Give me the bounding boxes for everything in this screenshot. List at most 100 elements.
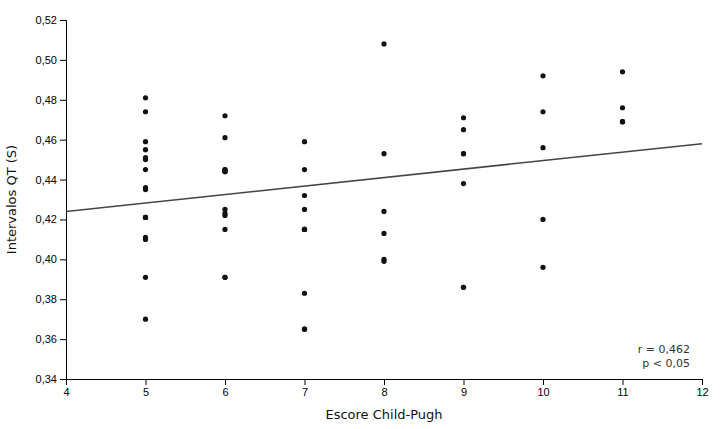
tick-mark — [623, 379, 624, 385]
tick-mark — [60, 140, 66, 141]
point — [143, 147, 148, 152]
annotation: r = 0,462p < 0,05 — [638, 343, 690, 370]
tick-mark — [60, 100, 66, 101]
marks — [66, 41, 702, 331]
point — [143, 275, 148, 280]
tick-label: 0,42 — [36, 213, 57, 225]
point — [540, 73, 545, 78]
point — [381, 259, 386, 264]
point — [222, 275, 227, 280]
point — [302, 327, 307, 332]
point — [143, 215, 148, 220]
annotation-line: p < 0,05 — [642, 357, 690, 370]
point — [620, 105, 625, 110]
point — [143, 139, 148, 144]
tick-label: 12 — [696, 386, 708, 398]
tick-label: 0,34 — [36, 373, 57, 385]
point — [461, 127, 466, 132]
tick-label: 0,44 — [36, 174, 57, 186]
tick-label: 10 — [537, 386, 549, 398]
tick: 0,38 — [36, 293, 66, 305]
point — [540, 109, 545, 114]
tick-label: 5 — [143, 386, 149, 398]
tick-mark — [60, 299, 66, 300]
y-axis-title: Intervalos QT (S) — [4, 145, 19, 254]
point — [461, 285, 466, 290]
annotation-line: r = 0,462 — [638, 343, 690, 356]
tick-mark — [60, 60, 66, 61]
tick-mark — [60, 219, 66, 220]
point — [143, 317, 148, 322]
point — [143, 215, 148, 220]
tick-label: 0,36 — [36, 333, 57, 345]
tick: 10 — [537, 379, 549, 398]
point — [381, 231, 386, 236]
axis-line — [67, 380, 703, 386]
point — [302, 139, 307, 144]
tick-label: 0,46 — [36, 134, 57, 146]
x-axis-title: Escore Child-Pugh — [325, 407, 442, 422]
tick-label: 9 — [461, 386, 467, 398]
point — [461, 151, 466, 156]
chart: 4567891011120,340,360,380,400,420,440,46… — [0, 0, 726, 429]
plot: 4567891011120,340,360,380,400,420,440,46… — [36, 14, 709, 398]
tick: 0,42 — [36, 213, 66, 225]
tick-mark — [146, 379, 147, 385]
point — [302, 327, 307, 332]
tick: 0,44 — [36, 174, 66, 186]
tick-mark — [60, 259, 66, 260]
point — [222, 169, 227, 174]
y-axis: 0,340,360,380,400,420,440,460,480,500,52 — [36, 14, 67, 385]
point — [143, 95, 148, 100]
tick-mark — [464, 379, 465, 385]
tick: 0,40 — [36, 253, 66, 265]
tick-label: 0,52 — [36, 14, 57, 26]
tick: 6 — [222, 379, 228, 398]
tick-mark — [384, 379, 385, 385]
point — [222, 169, 227, 174]
point — [222, 213, 227, 218]
point — [143, 187, 148, 192]
tick: 9 — [461, 379, 467, 398]
tick-mark — [60, 339, 66, 340]
point — [143, 237, 148, 242]
tick-label: 0,38 — [36, 293, 57, 305]
tick: 4 — [63, 379, 69, 398]
tick-label: 0,40 — [36, 253, 57, 265]
point — [302, 193, 307, 198]
point — [620, 69, 625, 74]
point — [540, 265, 545, 270]
tick-mark — [543, 379, 544, 385]
tick-label: 6 — [222, 386, 228, 398]
tick-mark — [225, 379, 226, 385]
point — [461, 151, 466, 156]
point — [381, 41, 386, 46]
point — [620, 119, 625, 124]
tick-label: 11 — [617, 386, 628, 398]
point — [302, 227, 307, 232]
point — [143, 157, 148, 162]
point — [222, 169, 227, 174]
point — [143, 167, 148, 172]
point — [381, 151, 386, 156]
regression-line — [66, 144, 702, 212]
point — [222, 135, 227, 140]
point — [540, 217, 545, 222]
tick-mark — [60, 379, 66, 380]
tick: 0,52 — [36, 14, 66, 26]
tick-mark — [60, 180, 66, 181]
axis-line — [60, 21, 67, 380]
tick: 0,50 — [36, 54, 66, 66]
tick: 0,36 — [36, 333, 66, 345]
point — [461, 181, 466, 186]
x-axis: 456789101112 — [63, 379, 708, 398]
point — [302, 207, 307, 212]
tick: 12 — [696, 379, 708, 398]
point — [143, 109, 148, 114]
tick-label: 0,50 — [36, 54, 57, 66]
tick-mark — [305, 379, 306, 385]
tick: 11 — [617, 379, 628, 398]
tick-mark — [702, 379, 703, 385]
point — [302, 167, 307, 172]
point — [222, 275, 227, 280]
